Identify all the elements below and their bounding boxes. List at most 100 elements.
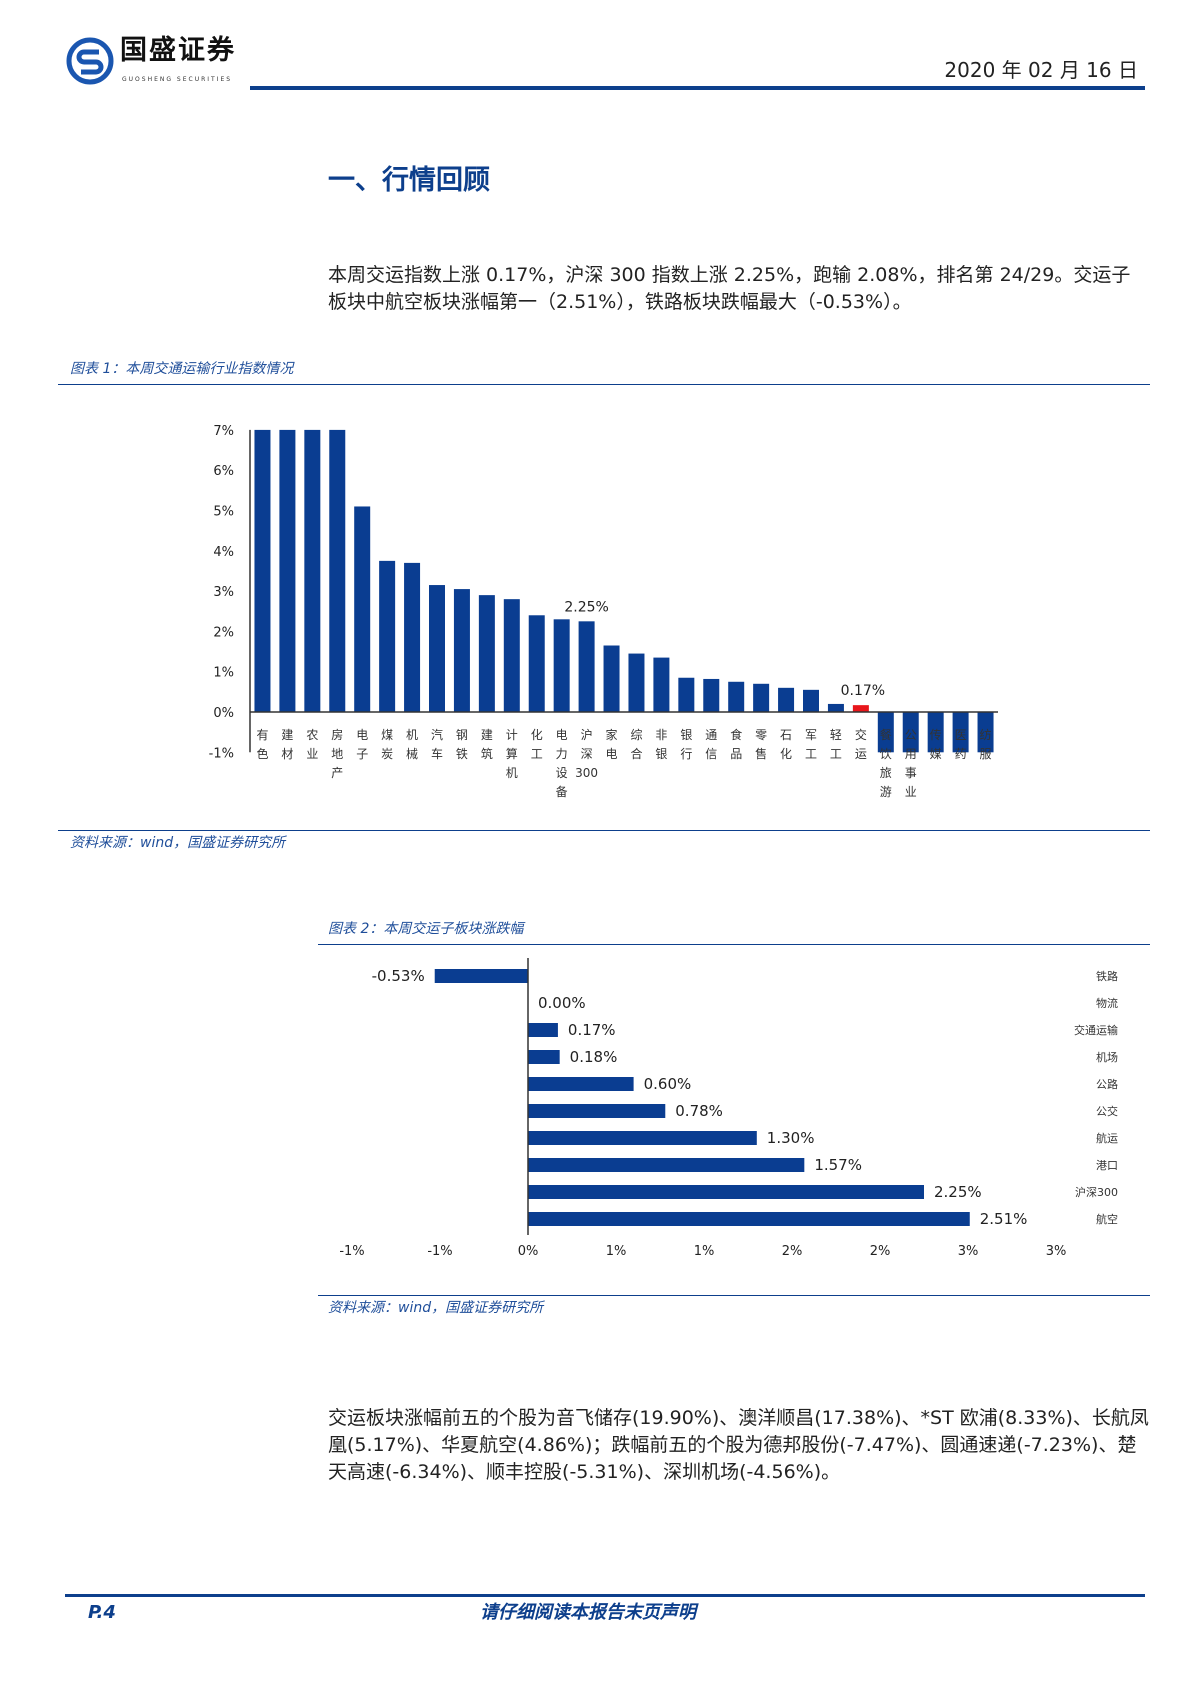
- y-tick-label: 4%: [213, 545, 234, 560]
- x-tick-label: 力: [556, 747, 568, 761]
- bar: [703, 678, 720, 712]
- x-tick-label: 产: [331, 766, 343, 780]
- x-tick-label: 服: [980, 747, 992, 761]
- x-tick-label: 材: [281, 747, 293, 761]
- category-label: 公路: [1096, 1078, 1118, 1091]
- data-label: 0.78%: [675, 1102, 723, 1120]
- bar: [803, 689, 819, 712]
- figure2-source: 资料来源：wind，国盛证券研究所: [328, 1300, 544, 1316]
- x-tick-label: 用: [905, 747, 917, 761]
- x-tick-label: 机: [406, 728, 418, 742]
- x-tick-label: 化: [780, 747, 792, 761]
- x-tick-label: 计: [506, 728, 518, 742]
- bar: [977, 712, 994, 753]
- bar: [528, 1077, 634, 1091]
- x-tick-label: 传: [930, 727, 942, 742]
- x-tick-label: 沪: [581, 728, 593, 742]
- data-label: 0.00%: [538, 994, 586, 1012]
- x-tick-label: 炭: [381, 747, 393, 761]
- bar: [678, 677, 695, 712]
- x-tick-label: 媒: [930, 747, 942, 761]
- y-tick-label: 2%: [213, 625, 234, 640]
- bar: [304, 429, 321, 712]
- data-label: 2.25%: [564, 599, 608, 615]
- bar: [528, 1023, 558, 1037]
- x-tick-label: 公: [905, 728, 917, 742]
- x-tick-label: 医: [955, 728, 967, 742]
- category-label: 物流: [1096, 996, 1118, 1010]
- x-tick-label: 深: [581, 747, 593, 761]
- bar: [379, 560, 396, 712]
- y-tick-label: 6%: [213, 464, 234, 479]
- bar: [404, 562, 421, 712]
- bar: [528, 1131, 757, 1145]
- y-tick-label: 0%: [213, 706, 234, 721]
- x-tick-label: 石: [780, 728, 792, 742]
- x-tick-label: -1%: [339, 1244, 364, 1259]
- x-tick-label: 银: [680, 728, 692, 742]
- data-label: 0.17%: [568, 1021, 616, 1039]
- category-label: 交通运输: [1074, 1023, 1118, 1037]
- x-tick-label: 备: [556, 785, 568, 799]
- section-title: 一、行情回顾: [328, 165, 490, 196]
- bar: [877, 712, 894, 753]
- x-tick-label: 铁: [456, 747, 468, 761]
- figure1-caption: 图表 1：本周交通运输行业指数情况: [70, 361, 294, 377]
- bar: [528, 1185, 924, 1199]
- x-tick-label: 工: [830, 747, 842, 761]
- x-tick-label: 信: [705, 747, 717, 761]
- x-tick-label: 1%: [694, 1244, 715, 1259]
- divider: [58, 830, 1150, 831]
- x-tick-label: 食: [730, 727, 742, 742]
- x-tick-label: 房: [331, 727, 343, 742]
- x-tick-label: 行: [680, 747, 692, 761]
- x-tick-label: 3%: [1046, 1244, 1067, 1259]
- bar: [578, 621, 595, 712]
- x-tick-label: 车: [431, 746, 443, 761]
- disclaimer-notice: 请仔细阅读本报告末页声明: [480, 1602, 696, 1623]
- report-date: 2020 年 02 月 16 日: [944, 58, 1138, 82]
- bar: [603, 645, 620, 712]
- x-tick-label: 1%: [606, 1244, 627, 1259]
- category-label: 机场: [1096, 1050, 1118, 1064]
- data-label: 1.30%: [767, 1129, 815, 1147]
- x-tick-label: 游: [880, 785, 892, 799]
- bar: [553, 619, 570, 712]
- x-tick-label: 建: [281, 728, 293, 742]
- x-tick-label: 化: [531, 728, 543, 742]
- page-number: P.4: [88, 1602, 116, 1623]
- category-label: 铁路: [1096, 970, 1118, 983]
- bar: [478, 595, 495, 712]
- category-label: 港口: [1096, 1159, 1118, 1172]
- y-tick-label: 5%: [213, 505, 234, 520]
- x-tick-label: 机: [506, 766, 518, 780]
- x-tick-label: 综: [630, 728, 642, 742]
- category-label: 公交: [1096, 1104, 1118, 1118]
- bar: [753, 683, 770, 712]
- x-tick-label: 煤: [381, 728, 393, 742]
- x-tick-label: -1%: [427, 1244, 452, 1259]
- x-tick-label: 交: [855, 727, 867, 742]
- bar: [653, 657, 670, 712]
- bar: [279, 429, 296, 712]
- summary-paragraph: 交运板块涨幅前五的个股为音飞储存(19.90%)、澳洋顺昌(17.38%)、*S…: [328, 1407, 1149, 1483]
- x-tick-label: 3%: [958, 1244, 979, 1259]
- footer-rule: [65, 1594, 1145, 1597]
- x-tick-label: 合: [630, 746, 642, 761]
- x-tick-label: 非: [655, 728, 667, 742]
- x-tick-label: 电: [606, 747, 618, 761]
- category-label: 航运: [1096, 1131, 1118, 1145]
- x-tick-label: 纺: [980, 728, 992, 742]
- x-tick-label: 旅: [880, 766, 892, 780]
- x-tick-label: 餐: [880, 727, 892, 742]
- bar: [528, 1050, 560, 1064]
- x-tick-label: 建: [481, 728, 493, 742]
- y-tick-label: 1%: [213, 666, 234, 681]
- bar: [728, 681, 745, 712]
- data-label: 0.18%: [570, 1048, 618, 1066]
- bar: [902, 712, 919, 753]
- bar: [254, 429, 271, 712]
- figure1-source: 资料来源：wind，国盛证券研究所: [70, 835, 286, 851]
- bar: [453, 589, 470, 712]
- x-tick-label: 300: [575, 766, 598, 780]
